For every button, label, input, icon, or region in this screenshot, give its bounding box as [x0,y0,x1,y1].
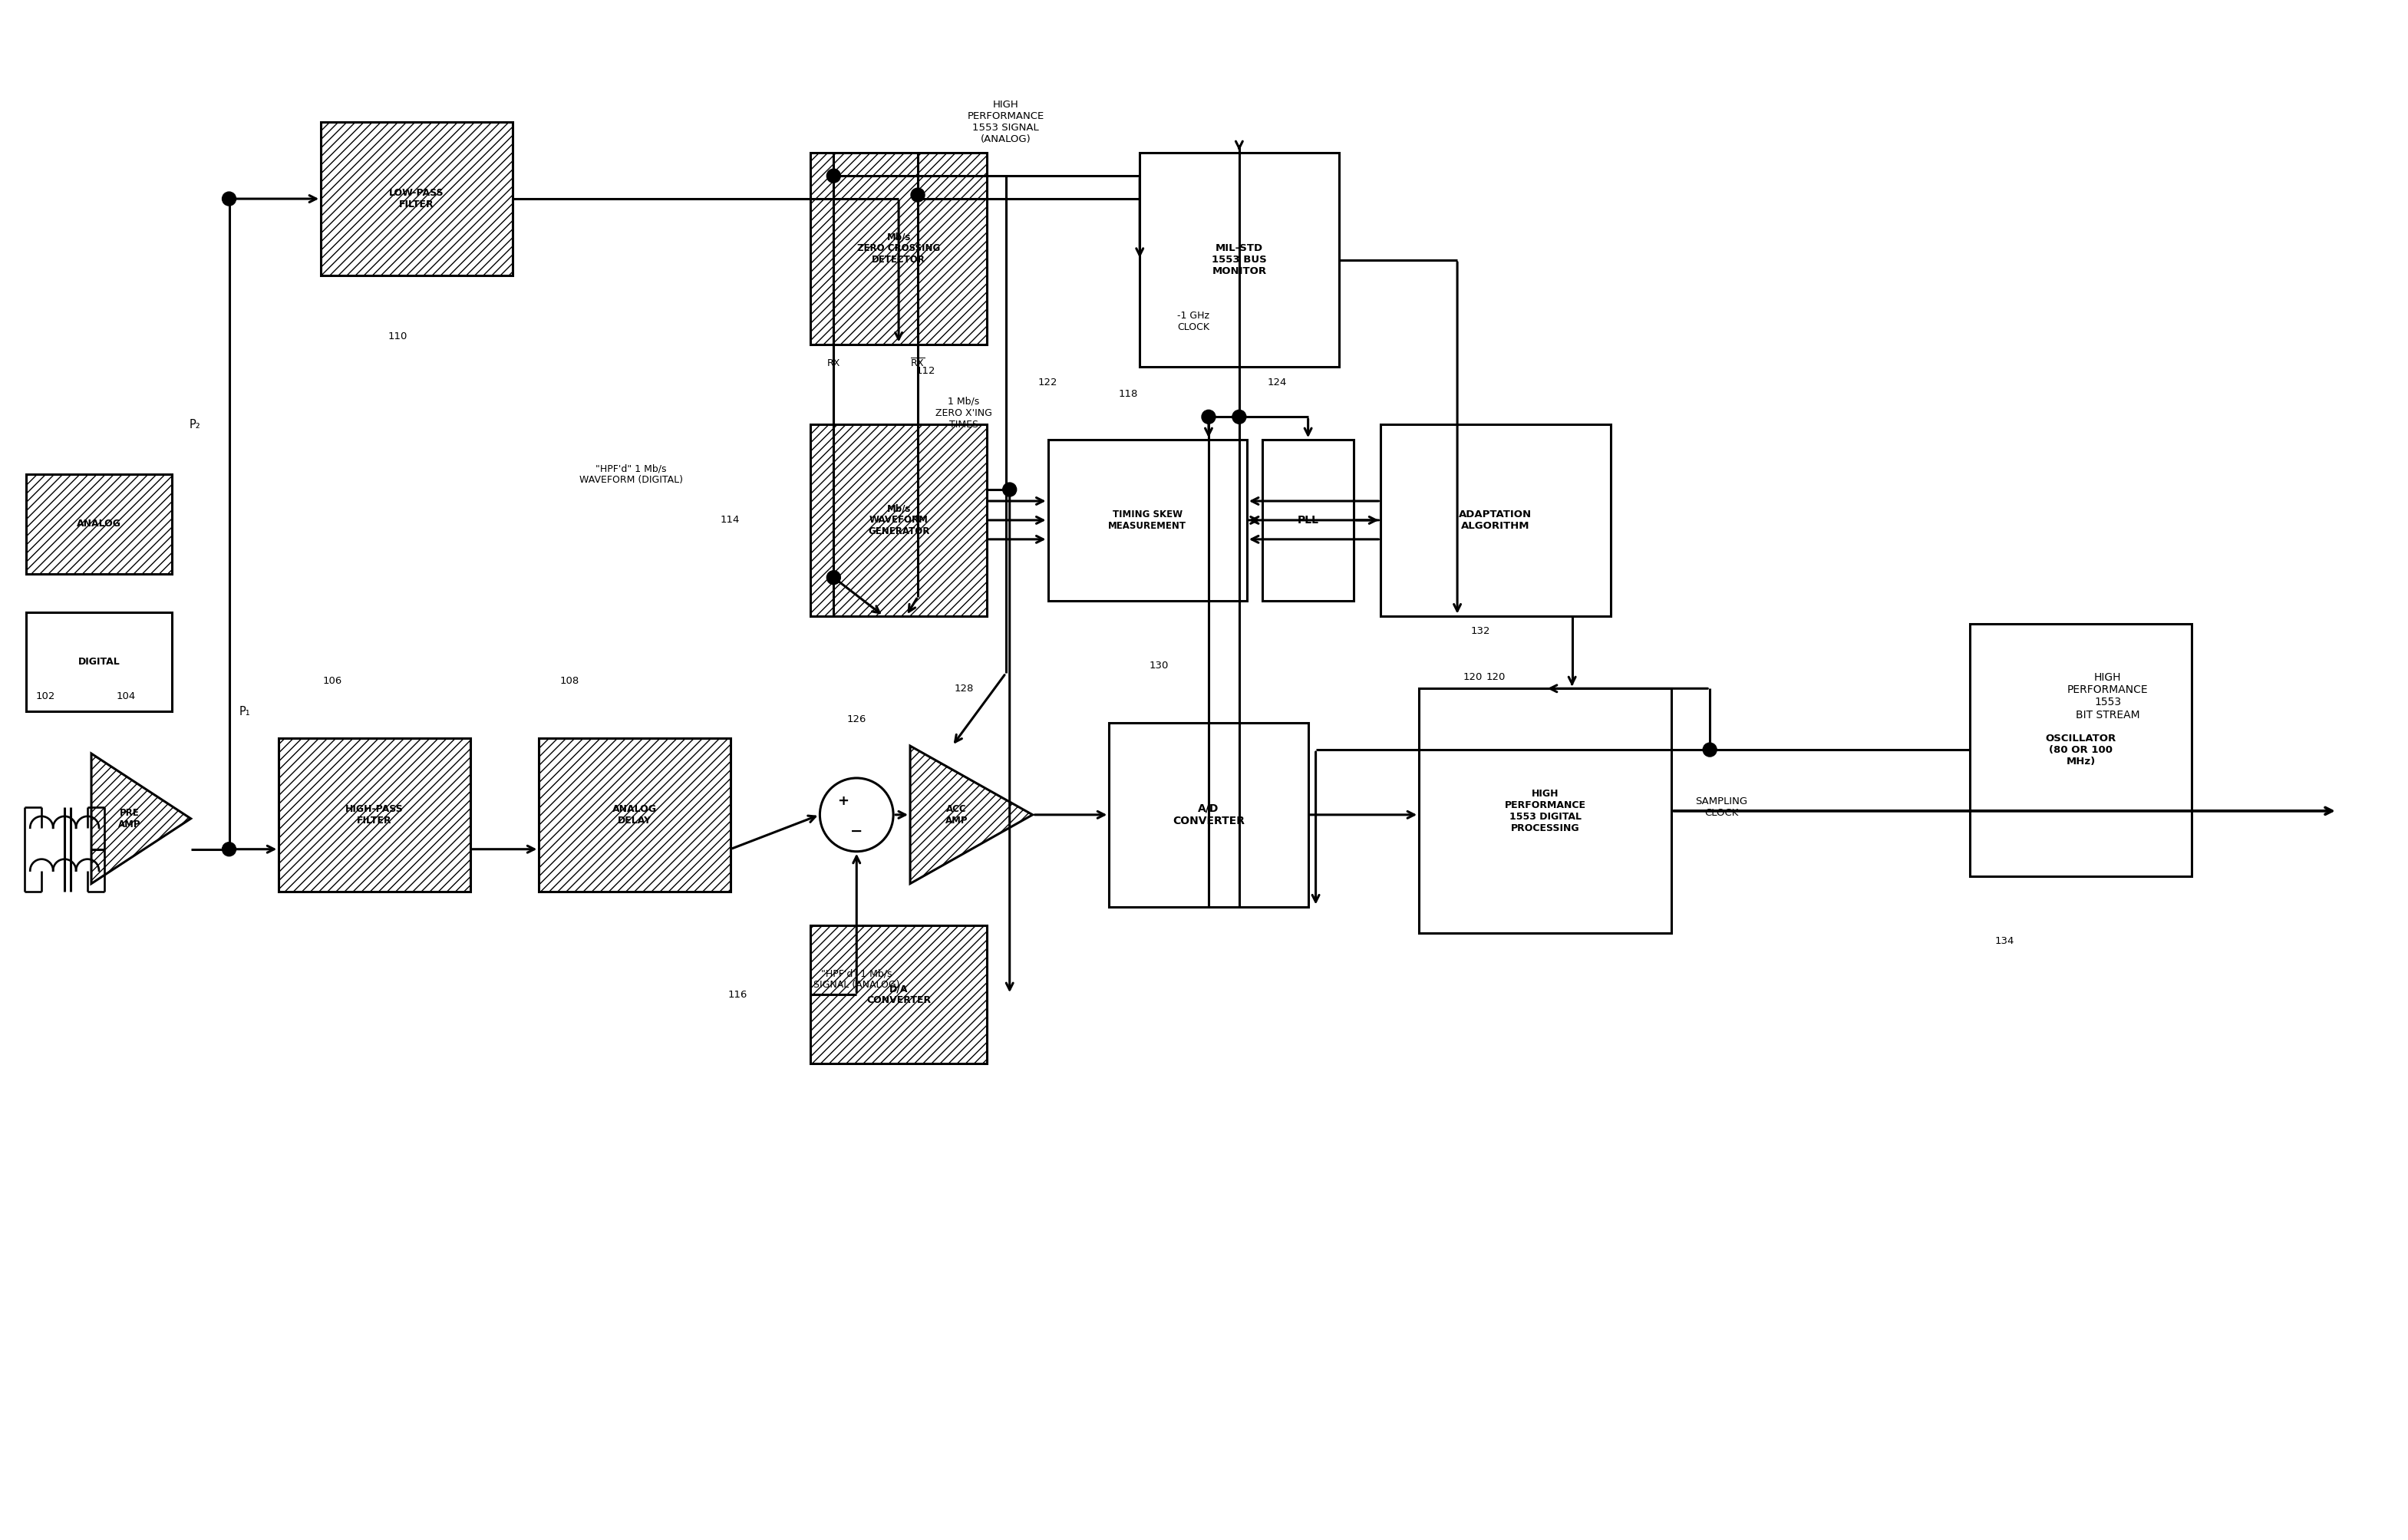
Bar [1139,152,1339,367]
Circle shape [222,842,236,856]
Circle shape [1233,410,1245,424]
Text: 122: 122 [1038,377,1057,388]
Text: HIGH
PERFORMANCE
1553 SIGNAL
(ANALOG): HIGH PERFORMANCE 1553 SIGNAL (ANALOG) [968,100,1045,145]
Text: 112: 112 [915,367,934,376]
Text: 134: 134 [1994,936,2013,946]
Text: −: − [850,824,862,839]
Circle shape [1002,482,1016,496]
Bar [1262,440,1353,601]
Polygon shape [910,745,1033,884]
Text: 120: 120 [1464,671,1483,682]
Text: SAMPLING
CLOCK: SAMPLING CLOCK [1695,796,1748,818]
Bar [320,122,513,276]
Text: A/D
CONVERTER: A/D CONVERTER [1173,804,1245,827]
Text: 106: 106 [323,676,342,685]
Text: 128: 128 [954,684,973,693]
Text: P₂: P₂ [188,419,200,430]
Text: DIGITAL: DIGITAL [77,656,120,667]
Polygon shape [92,753,190,884]
Text: P₁: P₁ [238,705,250,718]
Text: 120: 120 [1486,671,1505,682]
Text: 124: 124 [1267,377,1288,388]
Bar [811,425,987,616]
Text: 110: 110 [388,331,407,342]
Bar [811,926,987,1064]
Bar [279,738,470,892]
Circle shape [826,169,840,183]
Text: PLL: PLL [1298,514,1320,525]
Bar [1047,440,1247,601]
Bar [539,738,730,892]
Text: ADAPTATION
ALGORITHM: ADAPTATION ALGORITHM [1459,510,1531,531]
Text: +: + [838,795,848,809]
Text: HIGH
PERFORMANCE
1553 DIGITAL
PROCESSING: HIGH PERFORMANCE 1553 DIGITAL PROCESSING [1505,788,1587,833]
Bar [1380,425,1611,616]
Text: RX: RX [826,359,840,368]
Text: LOW-PASS
FILTER: LOW-PASS FILTER [390,188,443,209]
Bar [1418,688,1671,933]
Text: HIGH-PASS
FILTER: HIGH-PASS FILTER [344,804,405,825]
Text: Mb/s
ZERO CROSSING
DETECTOR: Mb/s ZERO CROSSING DETECTOR [857,233,939,265]
Text: "HPF'd" 1 Mb/s
WAVEFORM (DIGITAL): "HPF'd" 1 Mb/s WAVEFORM (DIGITAL) [578,464,681,485]
Text: 1 Mb/s
ZERO X'ING
TIMES: 1 Mb/s ZERO X'ING TIMES [934,396,992,430]
Text: Mb/s
WAVEFORM
GENERATOR: Mb/s WAVEFORM GENERATOR [867,504,929,536]
Text: 104: 104 [116,691,135,701]
Text: 114: 114 [720,516,739,525]
Bar [1110,722,1308,907]
Circle shape [222,192,236,206]
Bar [811,152,987,343]
Text: HIGH
PERFORMANCE
1553
BIT STREAM: HIGH PERFORMANCE 1553 BIT STREAM [2066,671,2148,721]
Text: MIL-STD
1553 BUS
MONITOR: MIL-STD 1553 BUS MONITOR [1211,243,1267,277]
Text: TIMING SKEW
MEASUREMENT: TIMING SKEW MEASUREMENT [1108,510,1187,531]
Text: ANALOG
DELAY: ANALOG DELAY [612,804,657,825]
Text: 116: 116 [727,990,749,999]
Text: 102: 102 [36,691,55,701]
Text: ANALOG: ANALOG [77,519,120,528]
Text: 130: 130 [1149,661,1168,670]
Text: 132: 132 [1471,627,1491,636]
Text: ACC
AMP: ACC AMP [946,804,968,825]
Text: 118: 118 [1117,390,1139,399]
Circle shape [910,188,925,202]
Text: PRE
AMP: PRE AMP [118,808,140,830]
Text: "HPF'd" 1 Mb/s
SIGNAL (ANALOG): "HPF'd" 1 Mb/s SIGNAL (ANALOG) [814,969,901,990]
Circle shape [1202,410,1216,424]
Text: $\overline{\mathrm{RX}}$: $\overline{\mathrm{RX}}$ [910,357,925,370]
Text: -1 GHz
CLOCK: -1 GHz CLOCK [1178,311,1209,333]
Bar [1970,624,2191,876]
Text: D/A
CONVERTER: D/A CONVERTER [867,984,932,1006]
Circle shape [1702,742,1717,756]
Text: OSCILLATOR
(80 OR 100
MHz): OSCILLATOR (80 OR 100 MHz) [2044,733,2117,767]
Text: 108: 108 [561,676,580,685]
Bar [26,611,171,711]
Circle shape [826,571,840,585]
Text: 126: 126 [848,715,867,724]
Bar [26,474,171,574]
